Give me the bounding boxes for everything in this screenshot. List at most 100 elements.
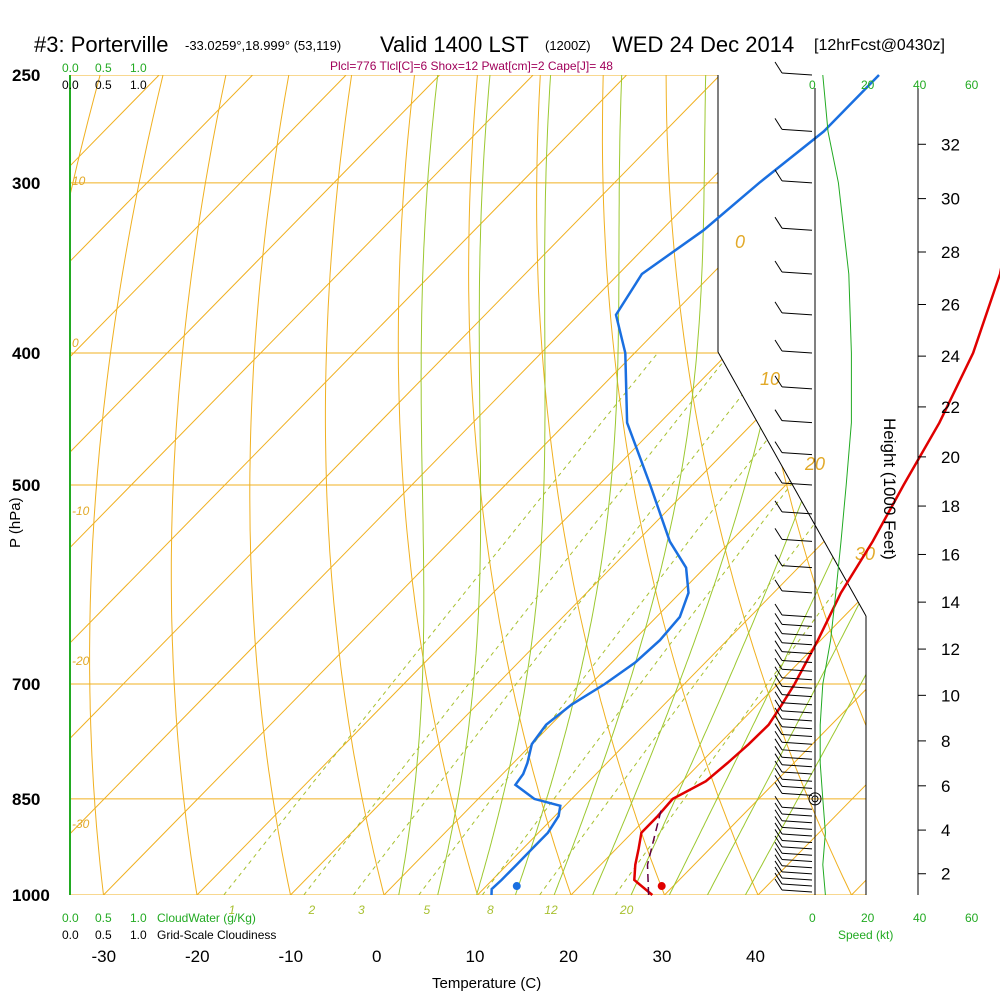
wind-barb-flag [774,554,783,566]
dry-adiabat-line [249,75,298,895]
wind-barb-staff [781,420,813,424]
wind-barb-staff [781,826,813,830]
wind-barb-staff [781,511,813,515]
cloudwater-scale-top-1: 0.5 [95,61,112,75]
wind-barb-flag [774,878,783,891]
wind-barb-staff [781,718,813,722]
wind-barb-staff [781,651,813,655]
wind-barb-staff [781,820,813,824]
isotherm-line [70,75,814,895]
isotherm-line [851,75,866,895]
moist-adiabat-line [654,75,866,895]
wind-barb-staff [781,756,813,760]
wind-barb-flag [774,816,783,828]
wind-barb-staff [781,386,813,390]
speed-tick-top: 60 [965,78,979,92]
dry-adiabat-line [915,51,1000,924]
wind-barb-staff [781,749,813,753]
wind-barb-flag [774,866,783,879]
isotherm-line [383,75,866,895]
wind-barb-flag [774,715,783,728]
wind-barb-staff [781,614,813,618]
pressure-tick-label: 250 [12,66,40,85]
wind-barb-flag [774,707,783,720]
height-tick-label: 18 [941,497,960,516]
isotherm-left-label: -30 [72,817,90,831]
wind-barb-staff [781,350,813,354]
isotherm-left-label: -20 [72,654,90,668]
utc-time: (1200Z) [545,38,591,53]
surface-temperature-point [657,882,666,891]
dry-adiabat-line [727,75,866,895]
moist-adiabat-line [617,75,866,895]
wind-barb-flag [774,409,783,421]
wind-barb-staff [781,565,813,569]
speed-tick-top: 0 [809,78,816,92]
wind-barb-flag [774,683,783,695]
wind-barb-flag [774,848,783,860]
wind-barb-staff [781,726,813,730]
height-tick-label: 22 [941,398,960,417]
wind-barb-staff [781,590,813,594]
wind-barb-flag [774,782,783,794]
height-tick-label: 4 [941,821,950,840]
valid-time: Valid 1400 LST [380,32,529,57]
cloudiness-scale-bottom-0: 0.0 [62,928,79,942]
wind-barb-flag [774,738,783,751]
cloudiness-scale-top-0: 0.0 [62,78,79,92]
stability-indices: Plcl=776 Tlcl[C]=6 Shox=12 Pwat[cm]=2 Ca… [330,59,613,73]
mixing-ratio-label: 8 [487,903,494,917]
wind-barb-flag [774,835,783,848]
mixing-ratio-line [303,352,731,895]
wind-barb-flag [774,118,783,130]
station-title: #3: Porterville [34,32,169,57]
wind-barb-flag [774,795,783,808]
wind-barb-flag [774,375,783,388]
cloudwater-scale-bottom-2: 1.0 [130,911,147,925]
isotherm-line [70,75,627,895]
wind-barb-flag [774,61,783,74]
wind-barb-flag [774,631,783,643]
isotherm-left-label: 0 [72,336,79,350]
mixing-ratio-line [352,352,776,895]
isotherm-line [70,75,440,895]
dry-adiabat-line [536,75,677,895]
height-tick-label: 2 [941,865,950,884]
wind-barb-staff [781,633,813,637]
mixing-ratio-line [223,352,659,895]
wind-barb-staff [781,889,813,893]
height-tick-label: 6 [941,777,950,796]
isotherm-line [70,75,534,895]
wind-barb-flag [774,767,783,780]
cloudwater-label: CloudWater (g/Kg) [157,911,256,925]
wind-barb-staff [781,865,813,869]
temperature-tick-label: 30 [653,947,672,966]
moist-adiabat-line [504,75,624,895]
wind-barb-staff [781,859,813,863]
wind-barb-flag [774,730,783,743]
wind-barb-flag [774,216,783,229]
wind-barb-staff [781,846,813,850]
wind-barb-flag [774,822,783,835]
dry-adiabat-line [397,75,487,895]
wind-barb-flag [774,691,783,704]
wind-barb-flag [774,579,783,592]
wind-barb-staff [781,877,813,881]
wind-barb-flag [774,760,783,773]
isotherm-left-label: 10 [72,174,86,188]
moist-adiabat-line [579,75,805,895]
height-tick-label: 32 [941,135,960,154]
wind-barb-flag [774,528,783,540]
wind-barb-staff [781,883,813,887]
height-tick-label: 16 [941,545,960,564]
wind-barb-staff [781,702,813,706]
temperature-tick-label: 10 [466,947,485,966]
wind-barb-staff [781,839,813,843]
wind-speed-line [819,74,852,896]
plot-area [70,51,1000,924]
y-axis-title: P (hPa) [7,497,24,548]
mixing-ratio-line [418,352,835,895]
moist-adiabat-line [392,75,442,895]
wind-barb-staff [781,180,813,184]
